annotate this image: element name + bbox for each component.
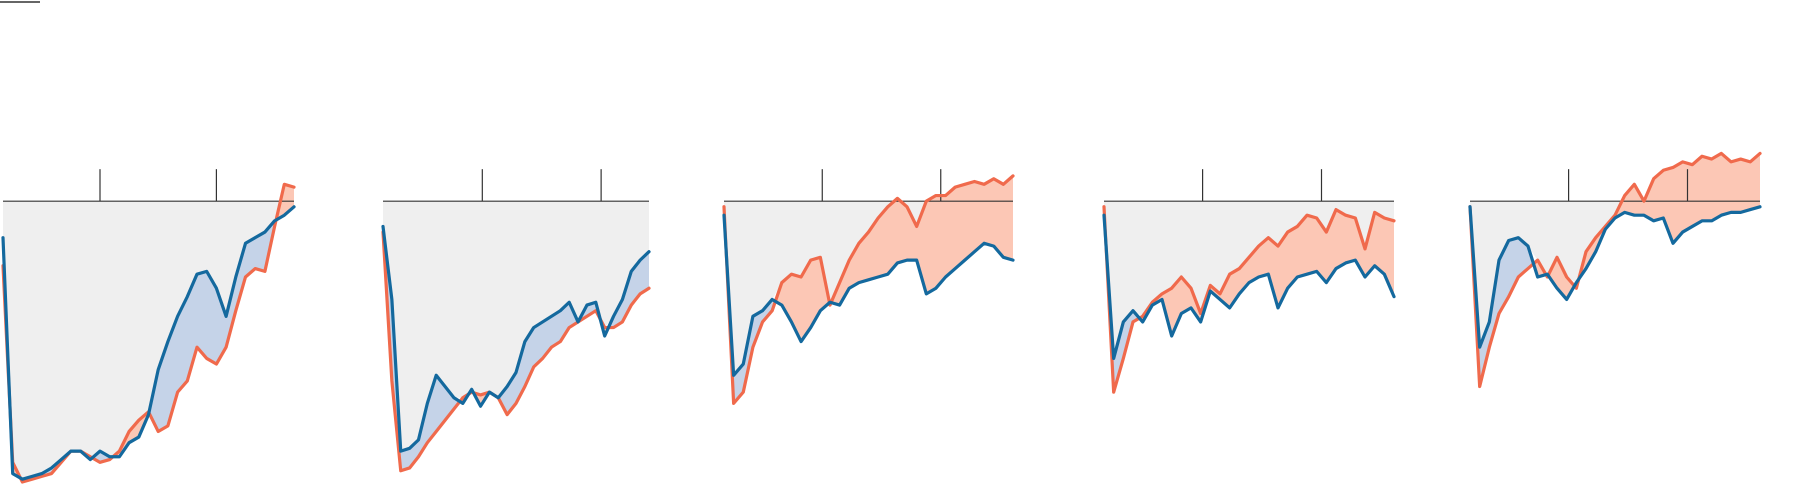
series-line [1102,205,1396,394]
baseline-band [1104,201,1394,359]
series-line [1468,205,1762,349]
series-line [1468,151,1762,389]
series-line [381,224,651,453]
difference-fill [1470,153,1760,348]
series-line [722,174,1015,405]
baseline-band [383,201,649,452]
series-line [722,213,1015,377]
baseline-band [1470,201,1760,348]
difference-fill [383,226,649,471]
difference-fill [724,175,1013,376]
series-line [1102,213,1396,361]
panel [722,169,1015,405]
baseline-band [3,201,294,480]
baseline-band [724,201,1013,376]
panel [1468,151,1762,389]
panel [381,169,651,473]
series-line [381,230,651,473]
series-line [1,205,296,481]
difference-fill [1104,206,1394,359]
panel [1102,169,1396,394]
panel [1,169,296,484]
